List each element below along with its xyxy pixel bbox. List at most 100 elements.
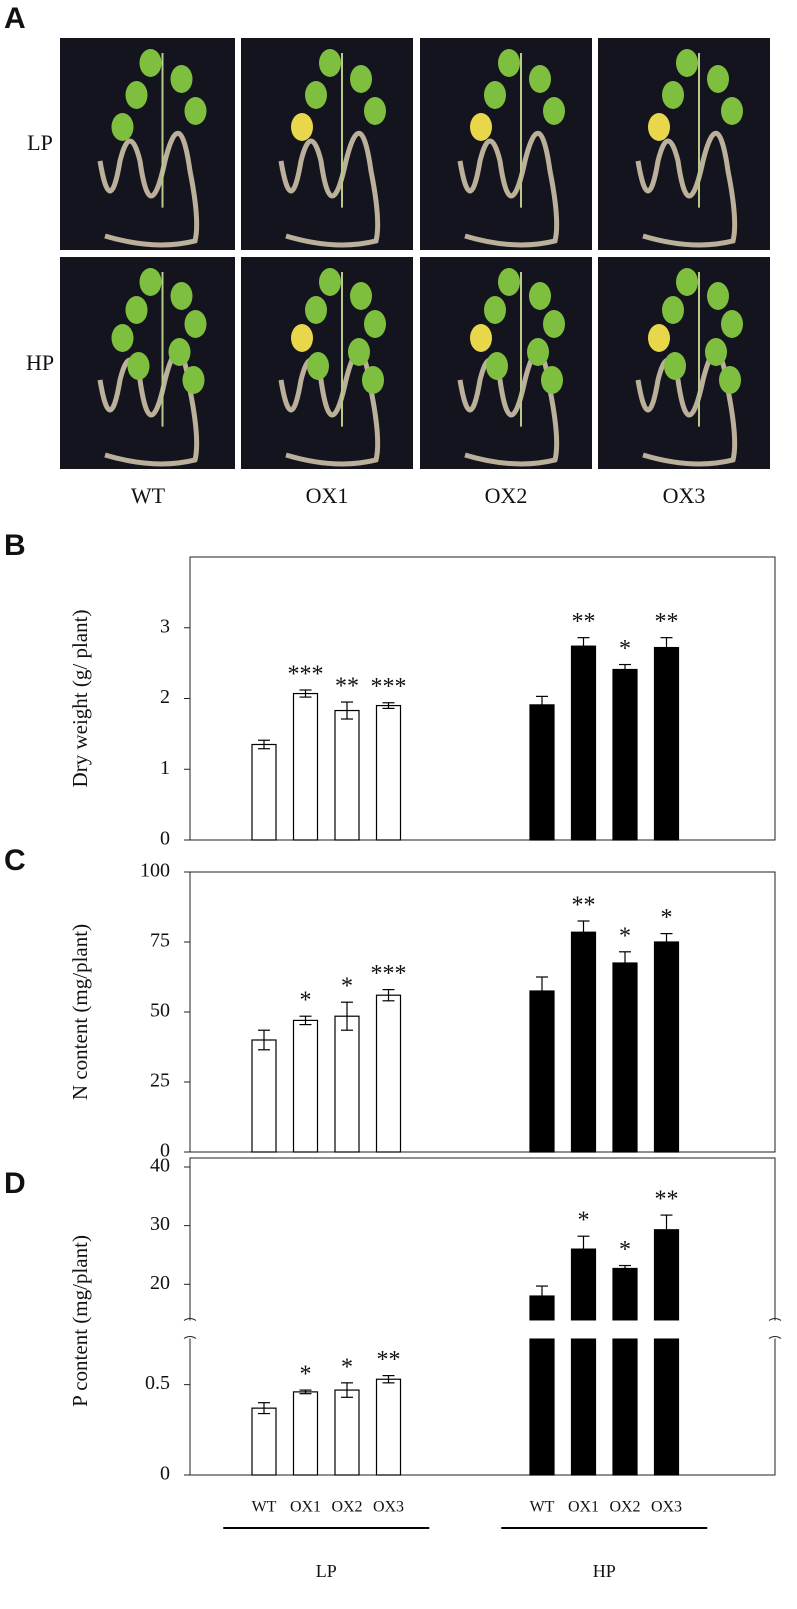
error-bar — [536, 695, 548, 714]
bar — [653, 646, 680, 841]
plant-leaf — [184, 97, 207, 125]
column-label: OX1 — [306, 483, 349, 508]
plant-leaf — [348, 338, 370, 366]
plant-leaf — [543, 97, 565, 125]
x-tick-label: WT — [530, 1499, 555, 1516]
y-tick-label: 40 — [150, 1155, 170, 1177]
plant-leaf — [291, 324, 313, 352]
bar — [292, 1391, 319, 1476]
plant-root — [97, 349, 200, 467]
significance-label: * — [578, 1208, 590, 1234]
plant-leaf — [662, 296, 684, 324]
plant-leaf — [721, 310, 743, 338]
axis-break-gap — [182, 1320, 190, 1339]
bar — [251, 1407, 277, 1476]
error-bar — [660, 932, 673, 952]
plant-root — [635, 130, 738, 248]
error-bar — [536, 976, 548, 1006]
x-tick-label: OX2 — [331, 1499, 362, 1516]
significance-label: *** — [371, 961, 407, 987]
error-bar — [619, 663, 631, 676]
plant-leaf — [319, 268, 341, 296]
plant-root — [278, 349, 381, 467]
error-bar — [619, 951, 631, 975]
y-axis-label: Dry weight (g/ plant) — [68, 610, 92, 788]
y-tick-label: 0 — [160, 1140, 170, 1162]
plant-leaf — [305, 81, 327, 109]
error-bar — [660, 637, 673, 659]
plant-root — [457, 130, 560, 248]
plant-leaf — [486, 352, 508, 380]
plant-leaf — [707, 282, 729, 310]
plant-leaf — [170, 65, 193, 93]
significance-label: * — [300, 988, 312, 1014]
plant-leaf — [527, 338, 549, 366]
plant-leaf — [705, 338, 727, 366]
plant-leaf — [470, 324, 492, 352]
plant-leaf — [127, 352, 150, 380]
y-tick-label: 0.5 — [145, 1372, 170, 1394]
plant-leaf — [484, 296, 506, 324]
plant-leaf — [676, 268, 698, 296]
significance-label: *** — [371, 674, 407, 700]
y-tick-label: 0 — [160, 1463, 170, 1485]
bar — [653, 941, 680, 1153]
plant-leaf — [111, 113, 134, 141]
bar — [612, 668, 638, 841]
plant-root — [635, 349, 738, 467]
plant-leaf — [184, 310, 207, 338]
bar — [612, 962, 638, 1153]
plant-leaf — [139, 49, 162, 77]
bar — [570, 645, 597, 841]
bar — [653, 1229, 680, 1476]
plant-leaf — [676, 49, 698, 77]
error-bar — [299, 1015, 312, 1026]
plant-leaf — [541, 366, 563, 394]
y-tick-label: 3 — [160, 615, 170, 637]
plant-leaf — [719, 366, 741, 394]
error-bar — [341, 1001, 353, 1031]
y-tick-label: 20 — [150, 1272, 170, 1294]
x-tick-label: OX3 — [651, 1499, 682, 1516]
plant-leaf — [125, 81, 148, 109]
error-bar — [382, 988, 395, 1002]
bar — [292, 692, 319, 841]
plant-leaf — [664, 352, 686, 380]
plant-leaf — [305, 296, 327, 324]
error-bar — [536, 1285, 548, 1307]
y-tick-label: 2 — [160, 686, 170, 708]
plant-leaf — [291, 113, 313, 141]
x-tick-label: OX1 — [568, 1499, 599, 1516]
plant-leaf — [307, 352, 329, 380]
bar — [334, 1015, 360, 1153]
panel-label: B — [4, 529, 26, 562]
error-bar — [341, 701, 353, 720]
y-tick-label: 25 — [150, 1070, 170, 1092]
significance-label: * — [619, 1237, 631, 1263]
y-tick-label: 50 — [150, 1000, 170, 1022]
axis-break-mark — [768, 1317, 782, 1321]
bar — [292, 1019, 319, 1153]
bar — [570, 1248, 597, 1476]
plant-root — [278, 130, 381, 248]
error-bar — [619, 1264, 631, 1272]
significance-label: * — [300, 1362, 312, 1388]
significance-label: * — [341, 974, 353, 1000]
plant-leaf — [350, 65, 372, 93]
bar — [375, 1378, 402, 1476]
error-bar — [382, 1375, 395, 1384]
column-label: OX3 — [663, 483, 706, 508]
plant-leaf — [470, 113, 492, 141]
significance-label: ** — [655, 1187, 679, 1213]
plant-leaf — [648, 324, 670, 352]
plant-leaf — [498, 268, 520, 296]
plant-leaf — [364, 97, 386, 125]
bar — [334, 1389, 360, 1476]
group-label: LP — [316, 1561, 337, 1581]
significance-label: *** — [288, 662, 324, 688]
plant-root — [457, 349, 560, 467]
plot-frame — [189, 871, 776, 1153]
x-tick-label: WT — [252, 1499, 277, 1516]
significance-label: ** — [655, 609, 679, 635]
